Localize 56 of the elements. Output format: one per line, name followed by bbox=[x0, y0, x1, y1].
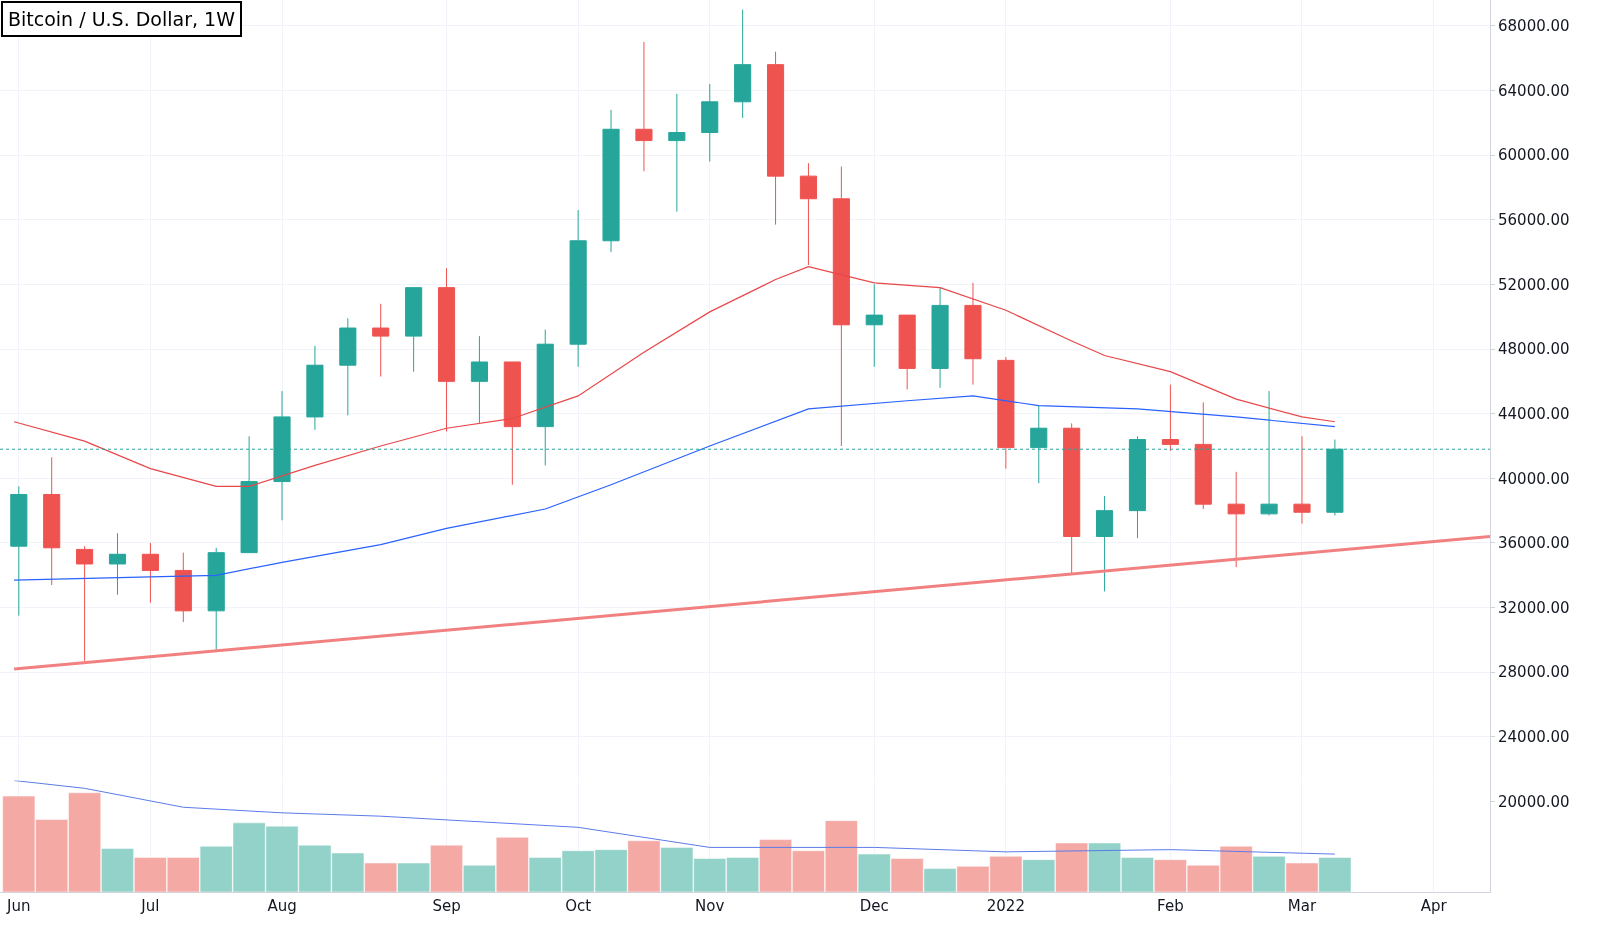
candlestick bbox=[405, 287, 423, 373]
candlestick bbox=[76, 545, 94, 662]
candlestick bbox=[1161, 384, 1179, 452]
x-tick-label: Apr bbox=[1420, 897, 1448, 915]
candlestick bbox=[141, 542, 159, 604]
candlestick bbox=[43, 456, 61, 586]
candlestick bbox=[931, 287, 949, 389]
candlestick bbox=[339, 317, 357, 416]
candlestick bbox=[635, 41, 653, 172]
y-tick-label: 48000.00 bbox=[1498, 340, 1570, 359]
x-tick-label: Jun bbox=[6, 897, 31, 915]
candlestick bbox=[602, 109, 620, 253]
y-tick-label: 20000.00 bbox=[1498, 792, 1570, 811]
x-tick-label: Aug bbox=[267, 897, 297, 915]
y-tick-label: 68000.00 bbox=[1498, 17, 1570, 36]
candlestick bbox=[1227, 471, 1245, 568]
candlestick bbox=[1063, 422, 1081, 575]
y-tick-label: 32000.00 bbox=[1498, 598, 1570, 617]
candlestick bbox=[10, 485, 28, 617]
candlestick bbox=[1096, 495, 1114, 592]
candlestick bbox=[734, 9, 752, 119]
line-series bbox=[13, 395, 1336, 581]
x-tick-label: 2022 bbox=[986, 897, 1025, 915]
candlestick bbox=[964, 282, 982, 386]
candlestick bbox=[766, 51, 785, 226]
y-tick-label: 52000.00 bbox=[1498, 275, 1570, 294]
candlestick bbox=[306, 345, 324, 431]
x-tick-label: Sep bbox=[432, 897, 461, 915]
candlestick bbox=[668, 93, 686, 213]
candlestick bbox=[701, 83, 719, 163]
x-tick-label: Nov bbox=[695, 897, 725, 915]
y-tick-label: 56000.00 bbox=[1498, 211, 1570, 230]
candlestick bbox=[865, 283, 883, 368]
y-tick-label: 60000.00 bbox=[1498, 146, 1570, 165]
candlestick bbox=[174, 552, 192, 623]
x-tick-label: Feb bbox=[1157, 897, 1184, 915]
y-tick-label: 36000.00 bbox=[1498, 534, 1570, 553]
y-tick-label: 44000.00 bbox=[1498, 404, 1570, 423]
candlestick bbox=[207, 547, 225, 651]
candlestick bbox=[1194, 401, 1212, 510]
x-tick-label: Dec bbox=[859, 897, 889, 915]
y-tick-label: 24000.00 bbox=[1498, 728, 1570, 747]
x-tick-label: Mar bbox=[1287, 897, 1317, 915]
candlestick bbox=[997, 356, 1015, 470]
chart-title: Bitcoin / U.S. Dollar, 1W bbox=[8, 8, 236, 30]
candlestick bbox=[372, 303, 390, 378]
candlestick bbox=[898, 314, 916, 390]
y-tick-label: 40000.00 bbox=[1498, 469, 1570, 488]
candlestick bbox=[108, 532, 127, 596]
x-tick-label: Jul bbox=[140, 897, 160, 915]
candlestick bbox=[470, 335, 488, 424]
y-tick-label: 28000.00 bbox=[1498, 663, 1570, 682]
y-tick-label: 64000.00 bbox=[1498, 81, 1570, 100]
candlestick bbox=[1293, 435, 1311, 525]
candlestick bbox=[569, 209, 587, 368]
x-tick-label: Oct bbox=[565, 897, 592, 915]
